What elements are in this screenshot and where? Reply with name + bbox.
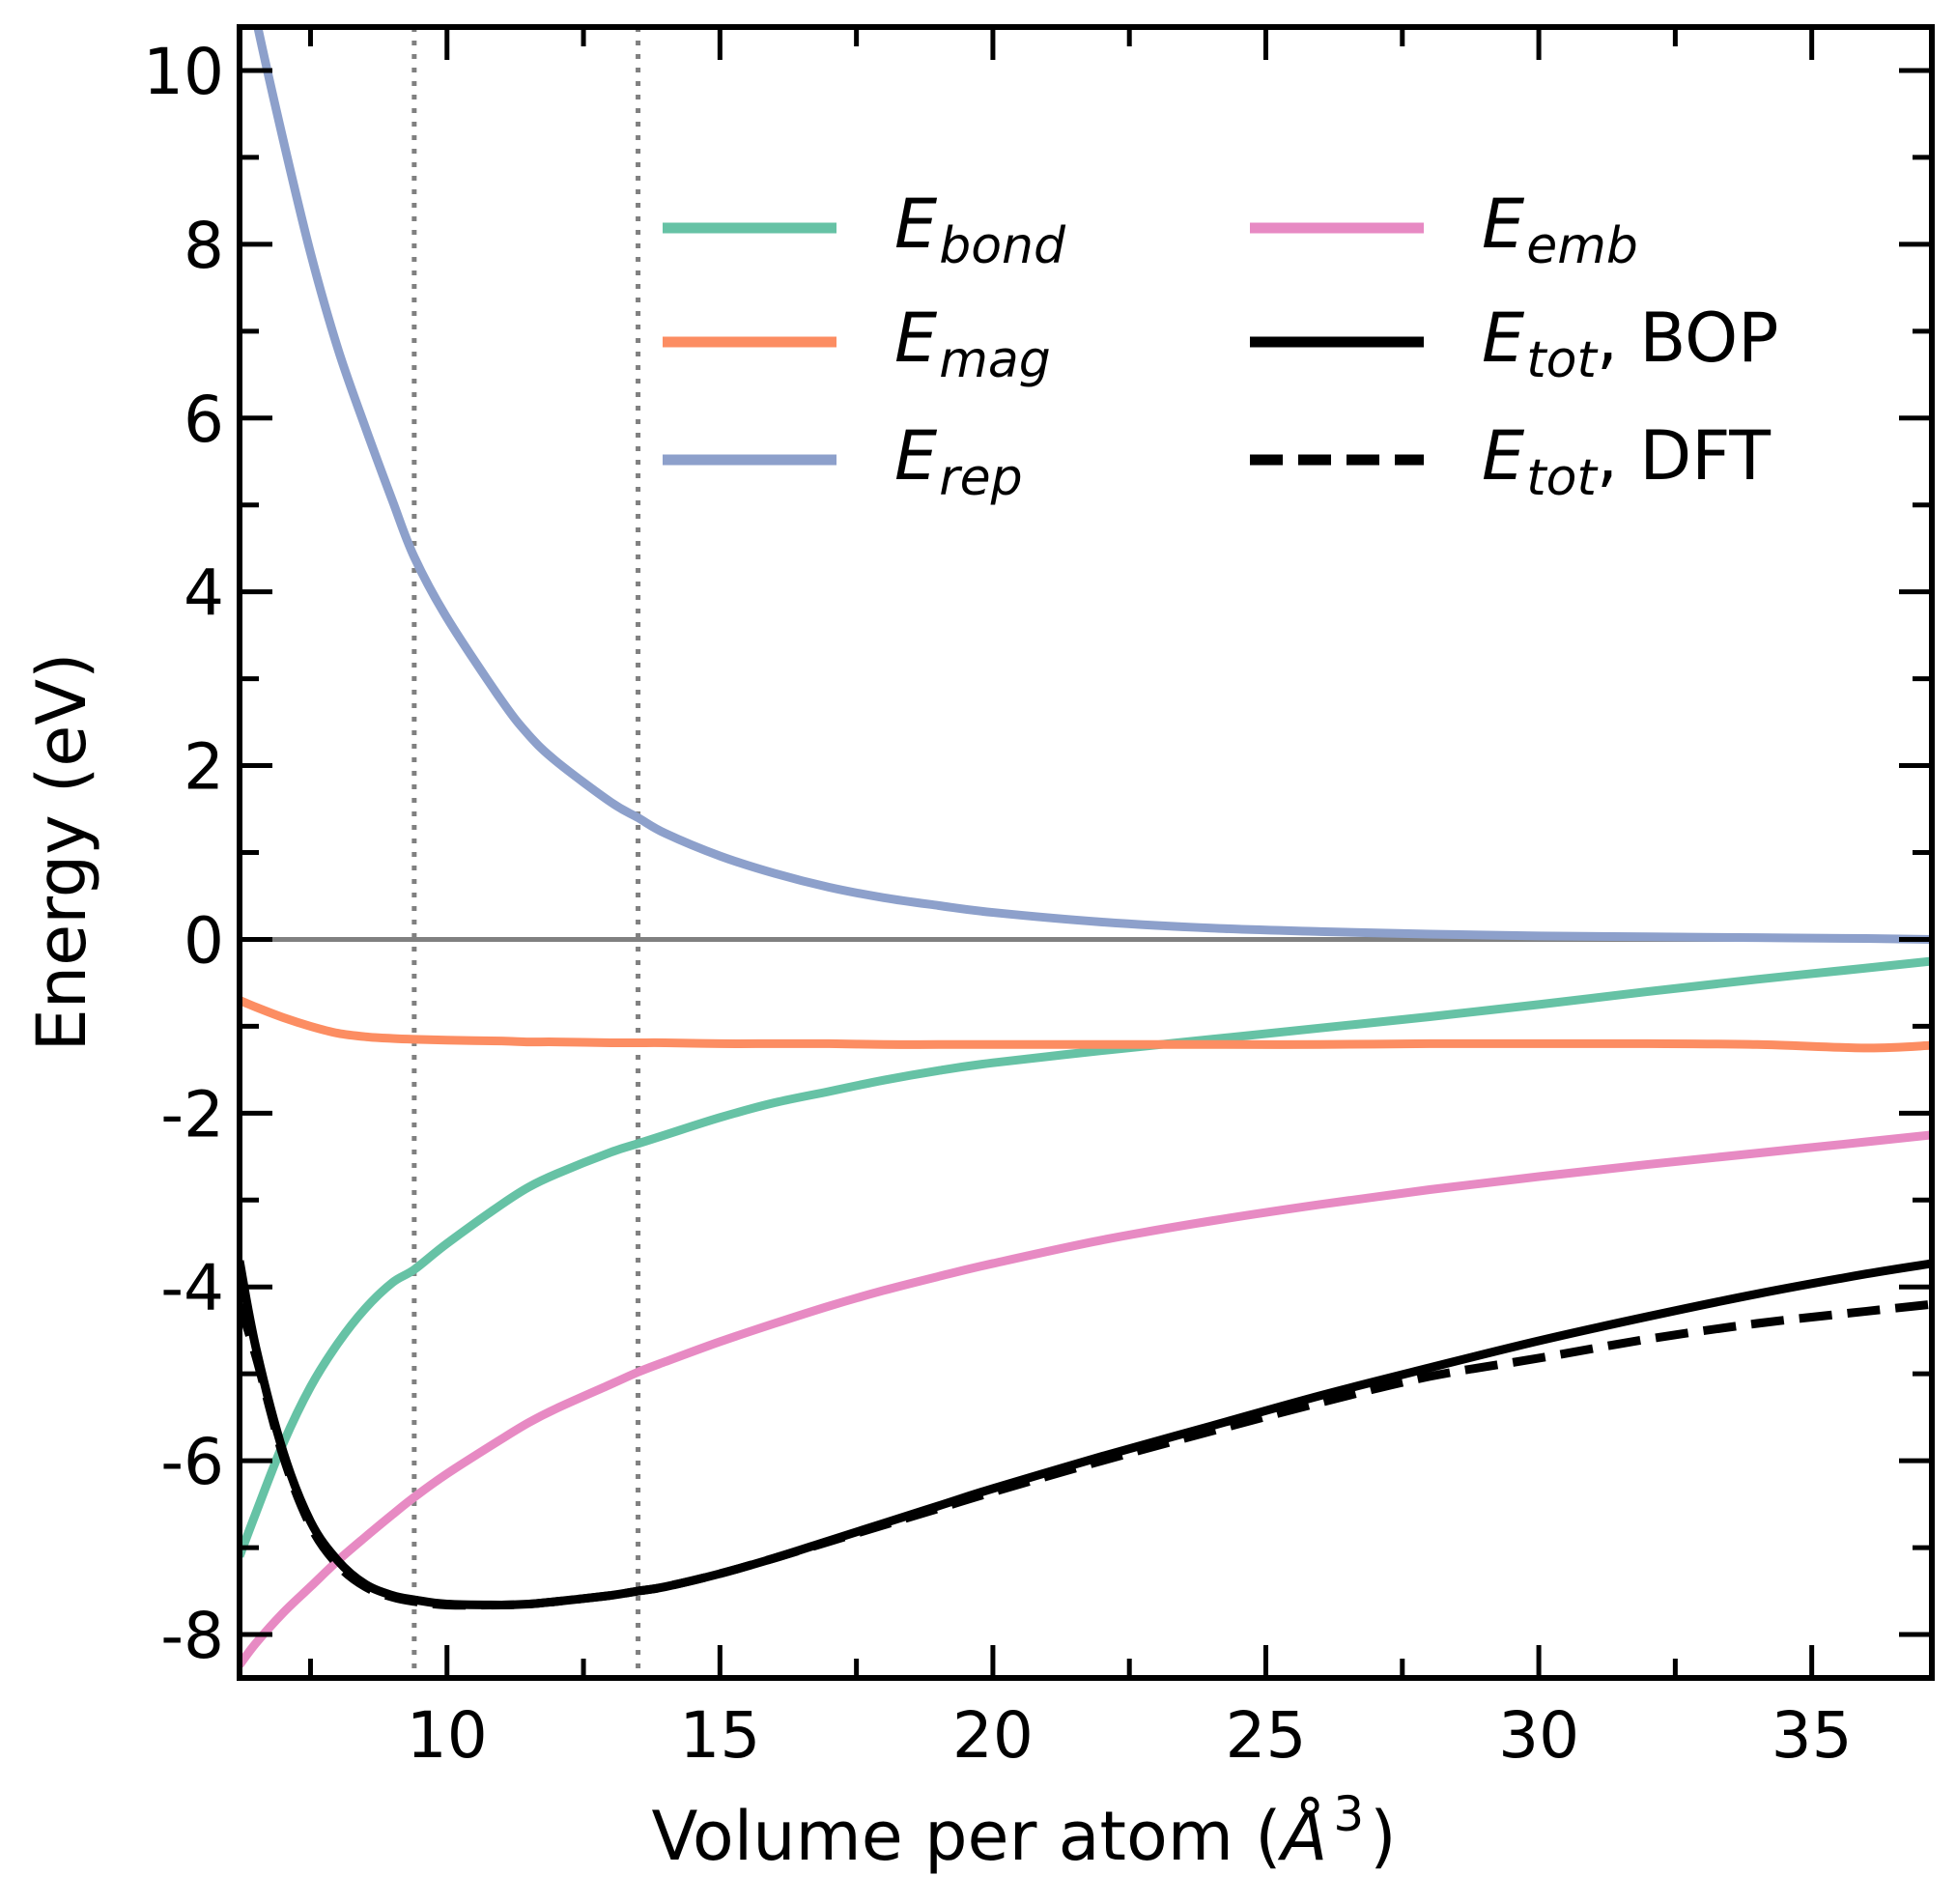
x-tick-label: 15 (679, 1698, 760, 1773)
legend-entry-e-emb: Eemb (1250, 185, 1638, 275)
legend-label: Emag (894, 298, 1051, 389)
series-line-e-mag (240, 996, 1932, 1053)
y-tick-label: 2 (184, 730, 224, 805)
x-tick-labels: 10 15 20 25 30 35 (407, 1698, 1853, 1773)
x-tick-label: 20 (952, 1698, 1034, 1773)
legend-label: Etot, DFT (1482, 416, 1771, 507)
legend-label: Ebond (894, 185, 1066, 275)
series-line-e-bond (240, 956, 1932, 1558)
series-line-e-emb (240, 1130, 1932, 1668)
legend-entry-e-mag: Emag (663, 298, 1051, 389)
legend-label: Etot, BOP (1482, 298, 1778, 389)
y-tick-label: 0 (184, 903, 224, 978)
y-tick-label: 8 (184, 209, 224, 283)
y-tick-label: 4 (184, 556, 224, 631)
legend-entry-e-bond: Ebond (663, 185, 1066, 275)
y-tick-label: -8 (160, 1599, 224, 1673)
x-tick-label: 30 (1498, 1698, 1579, 1773)
y-tick-label: -4 (160, 1251, 224, 1325)
series-line-e-rep (253, 27, 1932, 944)
y-axis-label: Energy (eV) (22, 653, 101, 1052)
y-tick-label: -2 (160, 1077, 224, 1151)
legend-label: Eemb (1482, 185, 1638, 275)
series-line-e-tot-dft (240, 1299, 1932, 1610)
y-tick-label: 6 (184, 383, 224, 457)
legend-entry-e-rep: Erep (663, 416, 1023, 507)
x-tick-label: 25 (1226, 1698, 1307, 1773)
y-tick-label: 10 (143, 35, 224, 109)
legend-entry-e-tot-dft: Etot, DFT (1250, 416, 1771, 507)
legend-label: Erep (894, 416, 1023, 507)
legend-entry-e-tot-bop: Etot, BOP (1250, 298, 1778, 389)
x-axis-label: Volume per atom (Å 3) (651, 1786, 1396, 1876)
tick-marks (240, 27, 1932, 1678)
y-tick-labels: 10 8 6 4 2 0 -2 -4 -6 -8 (143, 35, 224, 1673)
y-tick-label: -6 (160, 1425, 224, 1499)
x-tick-label: 10 (407, 1698, 488, 1773)
plot-frame (237, 24, 1935, 1681)
legend: Ebond Emag Erep Eemb Etot, BOP Etot, DFT (663, 185, 1778, 507)
x-tick-label: 35 (1772, 1698, 1853, 1773)
series-layer (240, 27, 1932, 1668)
